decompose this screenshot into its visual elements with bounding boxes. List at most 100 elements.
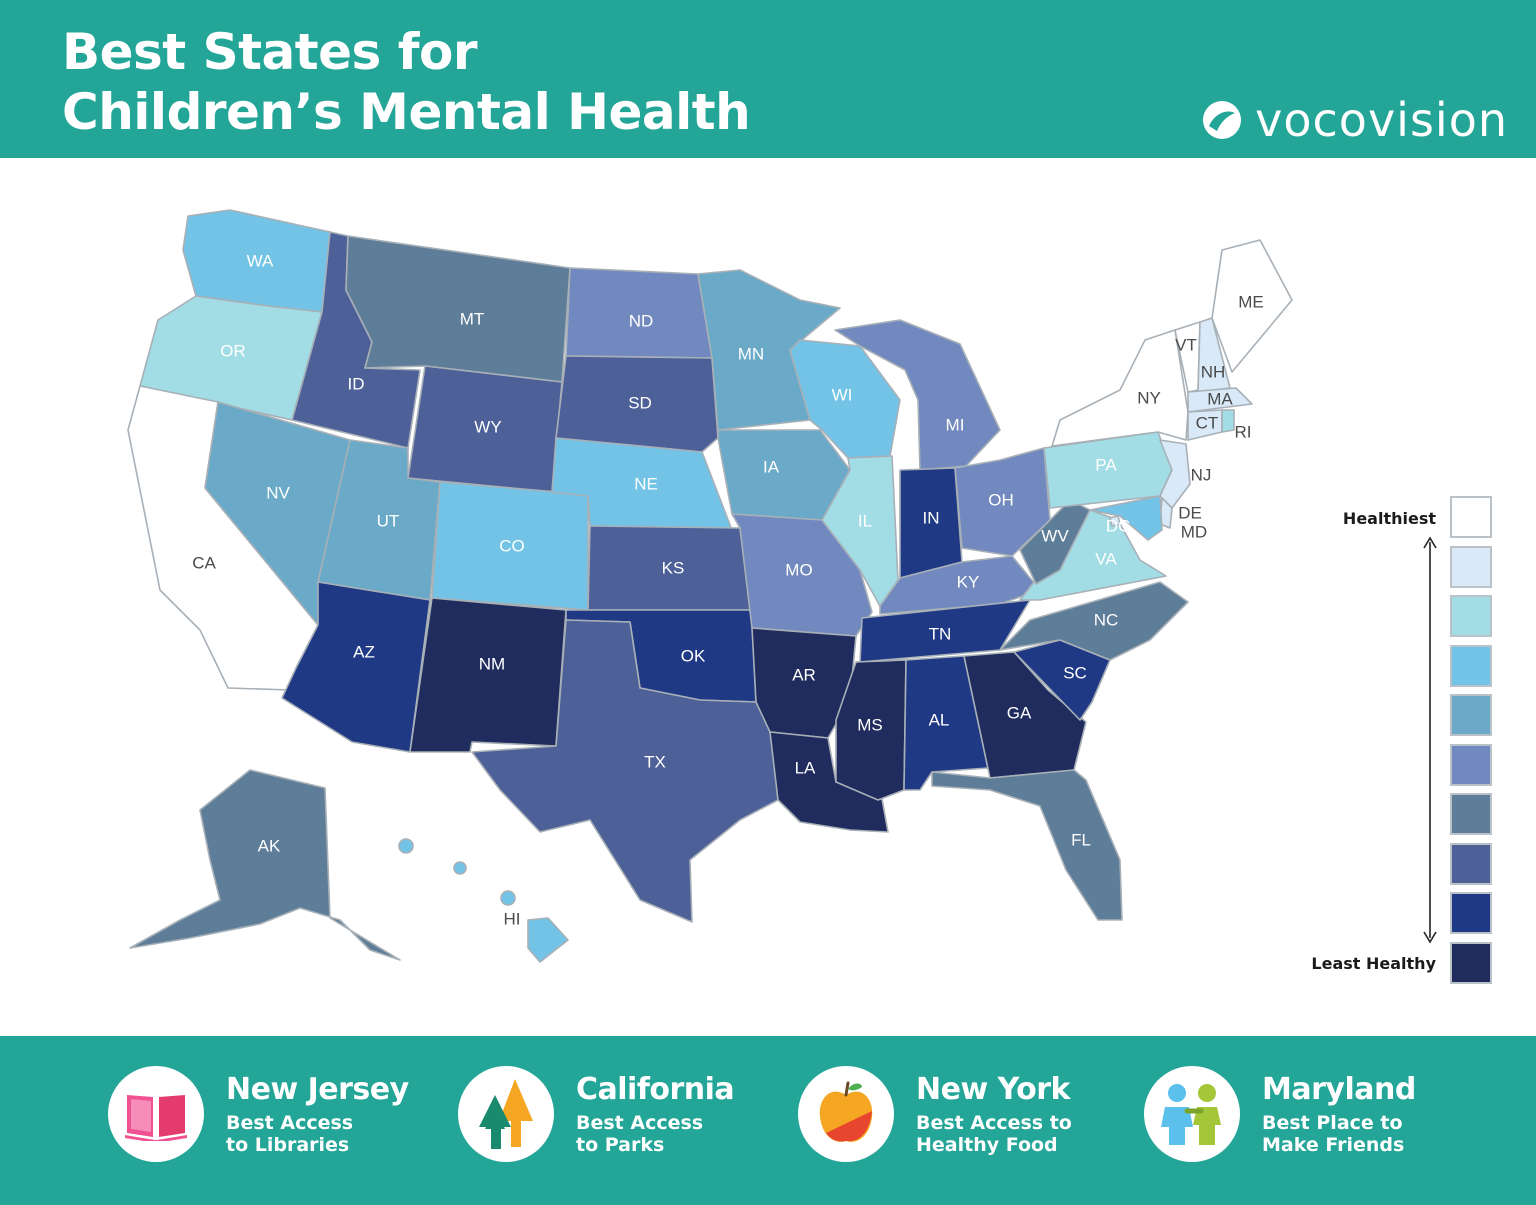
state-ny[interactable] (1051, 329, 1189, 447)
legend-swatch (1450, 842, 1492, 885)
book-icon-circle (108, 1066, 204, 1162)
state-label-az: AZ (353, 642, 375, 661)
highlight-state: Maryland (1262, 1072, 1416, 1107)
vocovision-logo-icon (1203, 101, 1242, 139)
highlight-desc-line2: to Libraries (226, 1134, 350, 1156)
title-line-2: Children’s Mental Health (62, 83, 751, 141)
state-label-il: IL (858, 511, 872, 530)
state-label-or: OR (220, 341, 246, 360)
state-label-ky: KY (957, 572, 980, 591)
state-dc[interactable] (1109, 515, 1121, 527)
state-label-me: ME (1238, 292, 1264, 311)
state-label-md: MD (1181, 522, 1207, 541)
state-label-wv: WV (1041, 526, 1069, 545)
state-label-ct: CT (1196, 413, 1219, 432)
legend-swatch (1450, 496, 1492, 538)
brand-logo: vocovision (1201, 92, 1508, 148)
us-choropleth-map: WA OR CA ID NV MT WY UT AZ CO NM ND SD NE KS OK TX MN IA MO… (0, 158, 1536, 1036)
state-ri[interactable] (1221, 409, 1235, 433)
book-icon (125, 1095, 187, 1141)
state-label-tx: TX (644, 752, 666, 771)
highlight-desc-line1: Best Access to (916, 1112, 1072, 1134)
state-az[interactable] (281, 581, 431, 753)
state-label-ny: NY (1137, 388, 1161, 407)
legend-swatch (1450, 595, 1492, 637)
state-label-sd: SD (628, 393, 652, 412)
state-label-wi: WI (832, 385, 853, 404)
highlight-state: New Jersey (226, 1072, 409, 1107)
highlight-state: California (576, 1072, 735, 1107)
state-hi[interactable] (527, 917, 569, 963)
highlight-desc-line1: Best Place to (1262, 1112, 1403, 1134)
friends-icon-circle (1144, 1066, 1240, 1162)
highlight-maryland: Maryland Best Place to Make Friends (1144, 1066, 1416, 1162)
state-label-mn: MN (738, 344, 764, 363)
state-sd[interactable] (555, 355, 719, 453)
highlight-state: New York (916, 1072, 1070, 1107)
state-hi-maui[interactable] (500, 890, 516, 906)
legend-swatch (1450, 545, 1492, 588)
trees-icon (479, 1079, 533, 1149)
state-hi-kauai[interactable] (398, 838, 414, 854)
state-ky[interactable] (879, 555, 1041, 615)
state-la[interactable] (769, 731, 889, 833)
state-co[interactable] (431, 481, 589, 611)
state-label-ar: AR (792, 665, 816, 684)
state-label-mi: MI (946, 415, 965, 434)
state-label-oh: OH (988, 490, 1014, 509)
state-label-nv: NV (266, 483, 290, 502)
state-label-ma: MA (1207, 389, 1233, 408)
state-label-va: VA (1095, 549, 1117, 568)
state-label-tn: TN (929, 624, 952, 643)
trees-icon-circle (458, 1066, 554, 1162)
state-label-nm: NM (479, 654, 505, 673)
state-label-ut: UT (377, 511, 400, 530)
title-line-1: Best States for (62, 23, 478, 81)
highlight-desc-line1: Best Access (226, 1112, 354, 1134)
state-label-la: LA (795, 758, 816, 777)
state-label-nc: NC (1094, 610, 1119, 629)
state-label-mo: MO (785, 560, 812, 579)
state-label-ks: KS (662, 558, 685, 577)
state-label-in: IN (923, 508, 940, 527)
state-labels: WA OR CA ID NV MT WY UT AZ CO NM ND SD NE KS OK TX MN IA MO… (192, 251, 1264, 928)
page-title: Best States for Children’s Mental Health (62, 22, 751, 142)
highlight-desc-line2: Healthy Food (916, 1134, 1058, 1156)
state-label-wa: WA (247, 251, 274, 270)
state-label-ms: MS (857, 715, 883, 734)
state-ma[interactable] (1187, 387, 1253, 413)
legend-least-healthy-label: Least Healthy (1311, 954, 1436, 973)
legend-swatch (1450, 892, 1492, 934)
state-il[interactable] (821, 455, 899, 607)
footer-highlights: New Jersey Best Access to Libraries Cali… (0, 1036, 1536, 1205)
us-map-svg: WA OR CA ID NV MT WY UT AZ CO NM ND SD NE KS OK TX MN IA MO… (127, 209, 1293, 963)
state-label-ok: OK (681, 646, 706, 665)
state-label-de: DE (1178, 503, 1202, 522)
friends-icon (1161, 1084, 1221, 1145)
legend-swatch (1450, 644, 1492, 687)
state-label-fl: FL (1071, 830, 1091, 849)
state-hi-oahu[interactable] (453, 861, 467, 875)
apple-icon-circle (798, 1066, 894, 1162)
legend-swatch (1450, 694, 1492, 736)
highlight-desc-line1: Best Access (576, 1112, 704, 1134)
state-label-id: ID (348, 374, 365, 393)
state-fl[interactable] (931, 769, 1123, 921)
legend-scale-arrow (1423, 536, 1437, 944)
state-label-ia: IA (763, 457, 780, 476)
state-ak[interactable] (129, 769, 401, 961)
state-nc[interactable] (999, 581, 1189, 661)
state-nm[interactable] (409, 597, 567, 753)
state-label-ak: AK (258, 836, 281, 855)
state-label-ga: GA (1007, 703, 1032, 722)
highlight-new-york: New York Best Access to Healthy Food (798, 1066, 1072, 1162)
state-me[interactable] (1211, 239, 1293, 373)
state-tx[interactable] (471, 619, 779, 923)
state-md[interactable] (1089, 495, 1163, 541)
state-label-pa: PA (1095, 455, 1117, 474)
state-mt[interactable] (345, 235, 571, 383)
state-label-co: CO (499, 536, 525, 555)
highlight-new-jersey: New Jersey Best Access to Libraries (108, 1066, 409, 1162)
state-label-sc: SC (1063, 663, 1087, 682)
state-label-nj: NJ (1191, 465, 1212, 484)
